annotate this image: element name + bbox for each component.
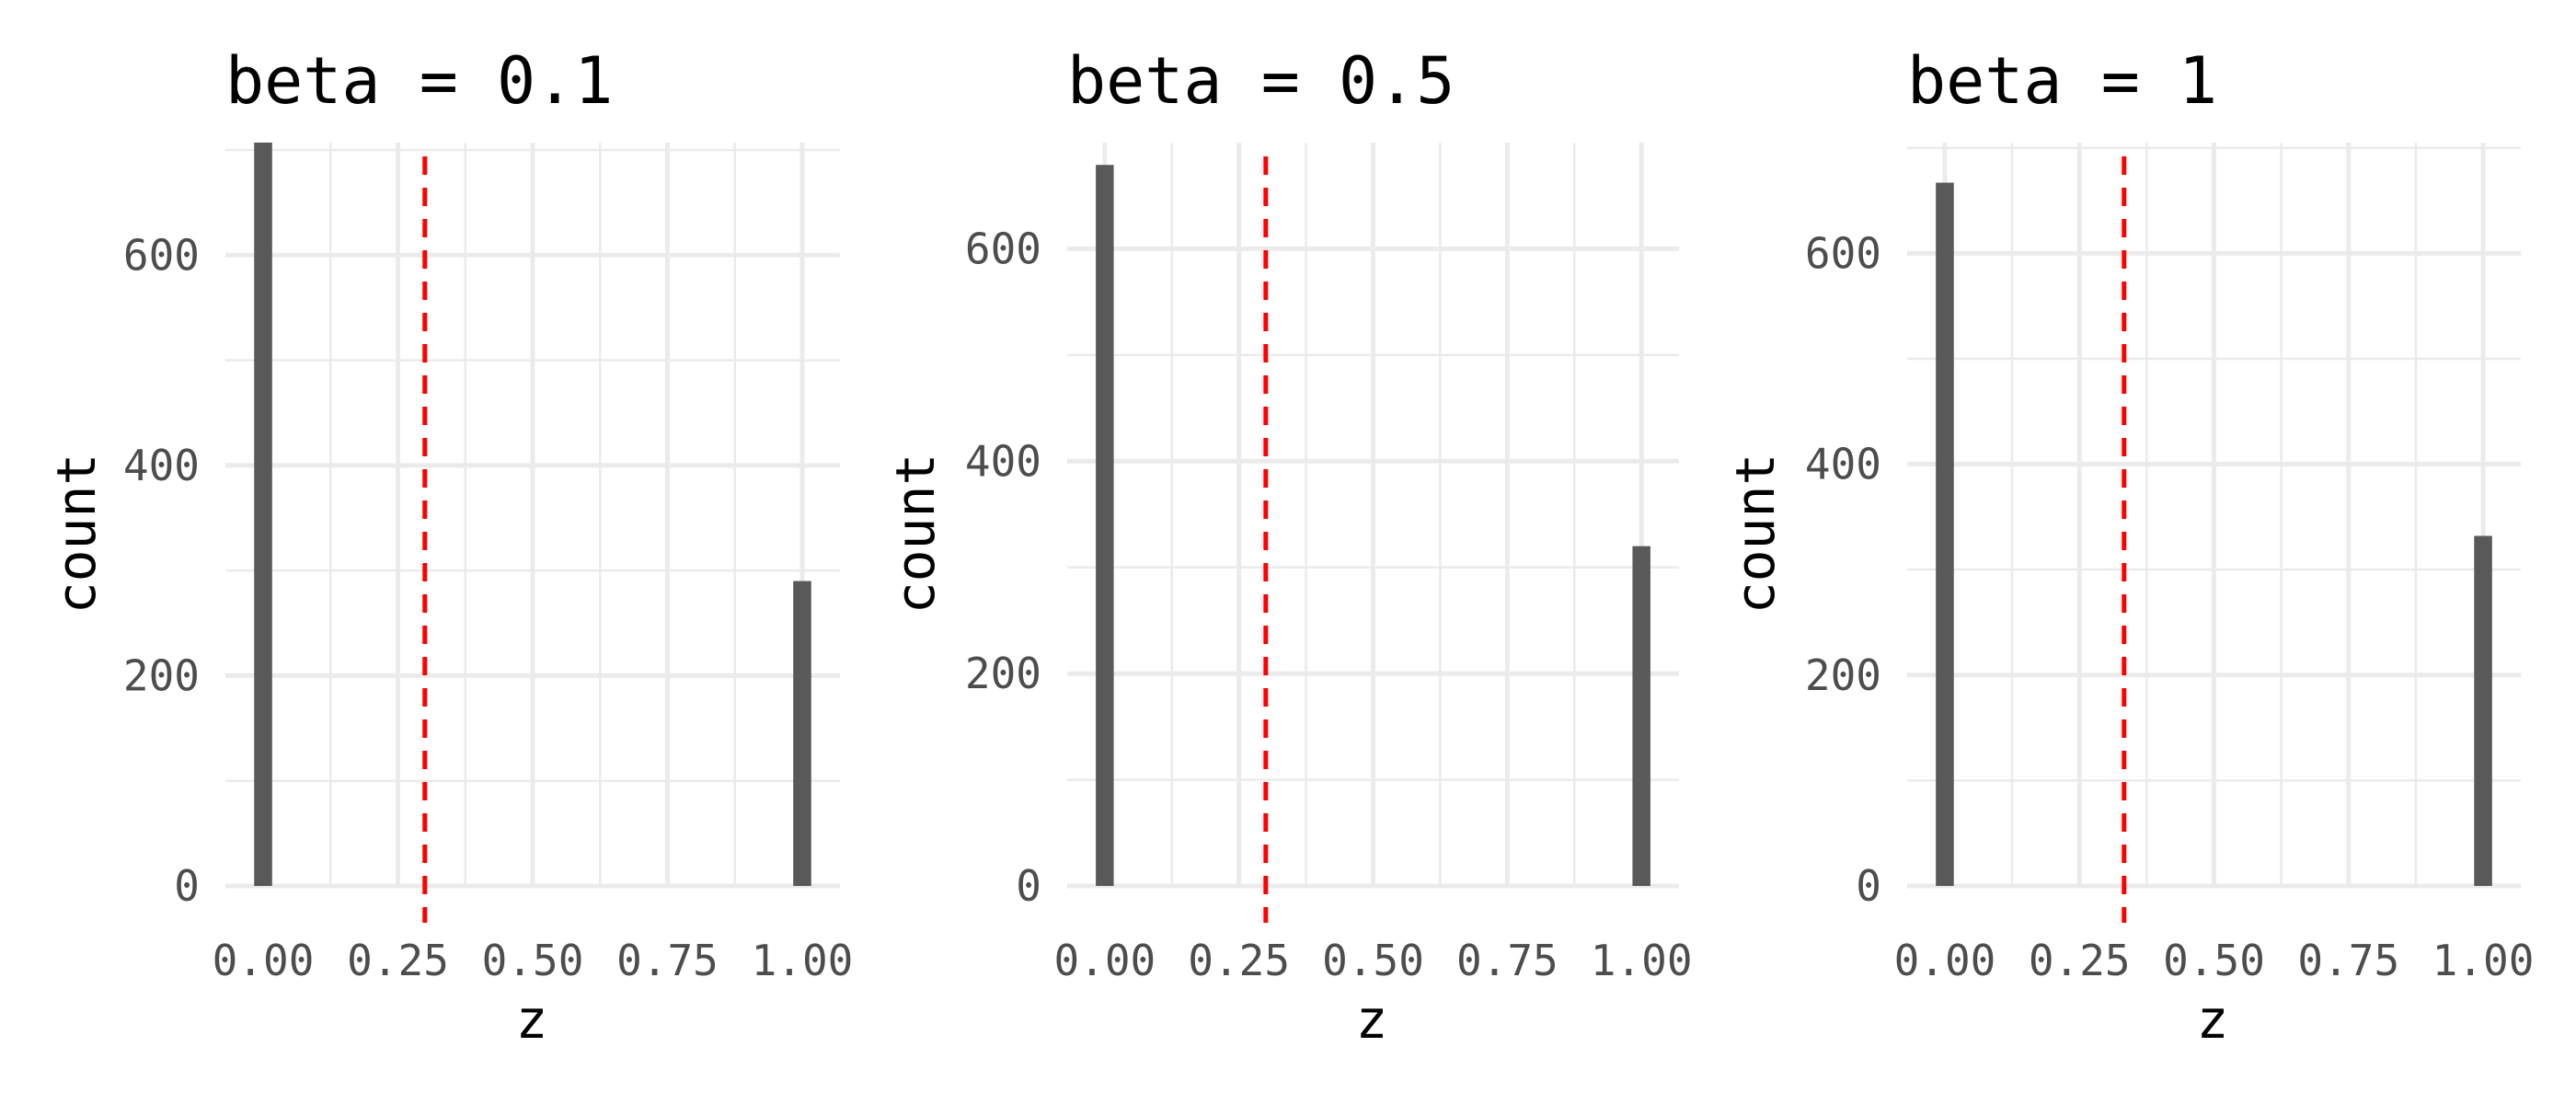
y-axis-label: count (884, 454, 947, 615)
panel-beta-0.1: beta = 0.1 z count 0.00 0.25 0.50 0.75 1.00 0… (45, 43, 853, 1051)
x-tick-label: 0.00 (1894, 936, 1996, 985)
histogram-bar (1632, 546, 1650, 886)
x-axis-label: z (2197, 988, 2229, 1051)
panel-title: beta = 0.1 (225, 43, 613, 119)
panel-title: beta = 0.5 (1067, 43, 1455, 119)
y-tick-label: 400 (123, 441, 200, 490)
x-tick-label: 0.75 (616, 936, 719, 985)
x-tick-label: 0.25 (1188, 936, 1290, 985)
x-tick-label: 0.50 (2163, 936, 2265, 985)
y-tick-label: 600 (123, 230, 200, 280)
y-tick-label: 200 (965, 649, 1041, 698)
y-tick-label: 0 (1016, 861, 1041, 911)
x-tick-label: 0.25 (347, 936, 449, 985)
grid (1907, 143, 2521, 889)
y-tick-label: 0 (174, 861, 200, 911)
x-axis-label: z (1356, 988, 1388, 1051)
grid (225, 143, 840, 889)
x-axis-label: z (516, 988, 548, 1051)
panel-beta-0.5: beta = 0.5 z count 0.00 0.25 0.50 0.75 1.00 0… (884, 43, 1693, 1051)
y-tick-label: 600 (1805, 228, 1881, 278)
y-tick-label: 0 (1856, 861, 1881, 911)
x-tick-label: 0.50 (482, 936, 584, 985)
y-tick-label: 600 (965, 224, 1041, 273)
histogram-bar (1096, 165, 1114, 887)
x-tick-label: 0.00 (213, 936, 315, 985)
panel-beta-1: beta = 1 count z 0.00 0.25 0.50 0.75 1.00 0 20… (1724, 43, 2534, 1051)
x-tick-label: 0.00 (1053, 936, 1156, 985)
histogram-bar (2474, 535, 2492, 886)
y-tick-label: 200 (1805, 650, 1881, 700)
x-tick-label: 1.00 (2432, 936, 2535, 985)
histogram-bar (1936, 182, 1954, 887)
y-axis-label: count (1724, 454, 1787, 615)
histogram-bar (254, 143, 272, 886)
histogram-bar (793, 581, 811, 886)
y-axis-label: count (45, 454, 108, 615)
x-tick-label: 1.00 (752, 936, 854, 985)
x-tick-label: 0.75 (1456, 936, 1558, 985)
x-tick-label: 0.75 (2297, 936, 2399, 985)
grid (1067, 143, 1679, 889)
y-tick-label: 400 (1805, 440, 1881, 489)
y-tick-label: 200 (123, 650, 200, 700)
y-tick-label: 400 (965, 436, 1041, 486)
panel-title: beta = 1 (1907, 43, 2217, 119)
x-tick-label: 0.50 (1322, 936, 1424, 985)
x-tick-label: 1.00 (1591, 936, 1693, 985)
x-tick-label: 0.25 (2029, 936, 2131, 985)
